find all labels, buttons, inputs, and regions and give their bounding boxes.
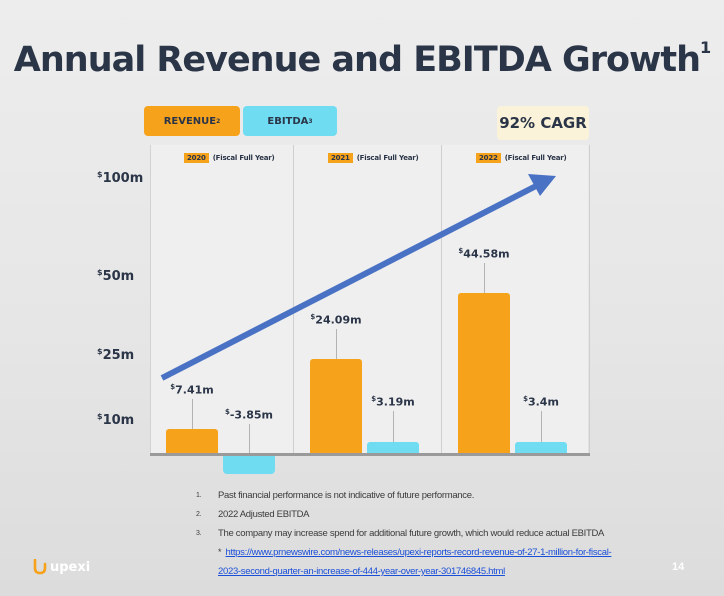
footnotes: 1. Past financial performance is not indi… (196, 486, 612, 581)
y-tick-label: $100m (97, 169, 144, 187)
category-label: 2021 (Fiscal Full Year) (328, 153, 419, 163)
data-label: $3.19m (371, 395, 415, 409)
slide-title: Annual Revenue and EBITDA Growth1 (13, 38, 711, 80)
data-label-leader (192, 398, 193, 429)
legend-ebitda: EBITDA 3 (243, 106, 337, 136)
category-year-tag: 2021 (328, 153, 353, 163)
data-label: $-3.85m (224, 408, 274, 422)
data-label-leader (336, 328, 337, 359)
ebitda-bar (515, 441, 567, 453)
footnote-item: 1. Past financial performance is not indi… (196, 490, 475, 501)
ebitda-bar (367, 442, 419, 453)
ebitda-bar (223, 456, 275, 475)
data-label: $24.09m (310, 312, 362, 327)
trend-arrow-line (160, 182, 540, 381)
category-label: 2020 (Fiscal Full Year) (184, 153, 275, 163)
data-label-leader (541, 411, 542, 442)
upexi-logo: upexi (33, 559, 90, 575)
revenue-bar (166, 428, 218, 453)
data-label: $7.41m (170, 382, 214, 397)
category-label: 2022 (Fiscal Full Year) (476, 153, 567, 163)
data-label-leader (249, 424, 250, 453)
source-link[interactable]: * https://www.prnewswire.com/news-release… (218, 547, 612, 577)
data-label-leader (484, 263, 485, 294)
footnote-item: 2. 2022 Adjusted EBITDA (196, 509, 310, 520)
chart-divider (441, 145, 442, 455)
upexi-logo-icon (33, 559, 47, 575)
chart-divider (293, 145, 294, 455)
chart-divider (589, 145, 590, 455)
category-year-tag: 2022 (476, 153, 501, 163)
y-tick-label: $25m (97, 346, 135, 364)
chart-baseline (150, 453, 590, 456)
trend-arrow-head (528, 174, 556, 196)
category-year-tag: 2020 (184, 153, 209, 163)
y-tick-label: $50m (97, 267, 135, 285)
cagr-badge: 92% CAGR (497, 106, 589, 140)
data-label: $44.58m (458, 247, 510, 261)
footnote-item: 3. The company may increase spend for add… (196, 528, 605, 539)
data-label: $3.4m (523, 395, 559, 409)
revenue-bar (310, 358, 362, 453)
revenue-bar (458, 293, 510, 453)
data-label-leader (393, 411, 394, 443)
page-number: 14 (672, 561, 685, 573)
y-tick-label: $10m (97, 411, 135, 429)
legend-revenue: REVENUE 2 (144, 106, 240, 136)
